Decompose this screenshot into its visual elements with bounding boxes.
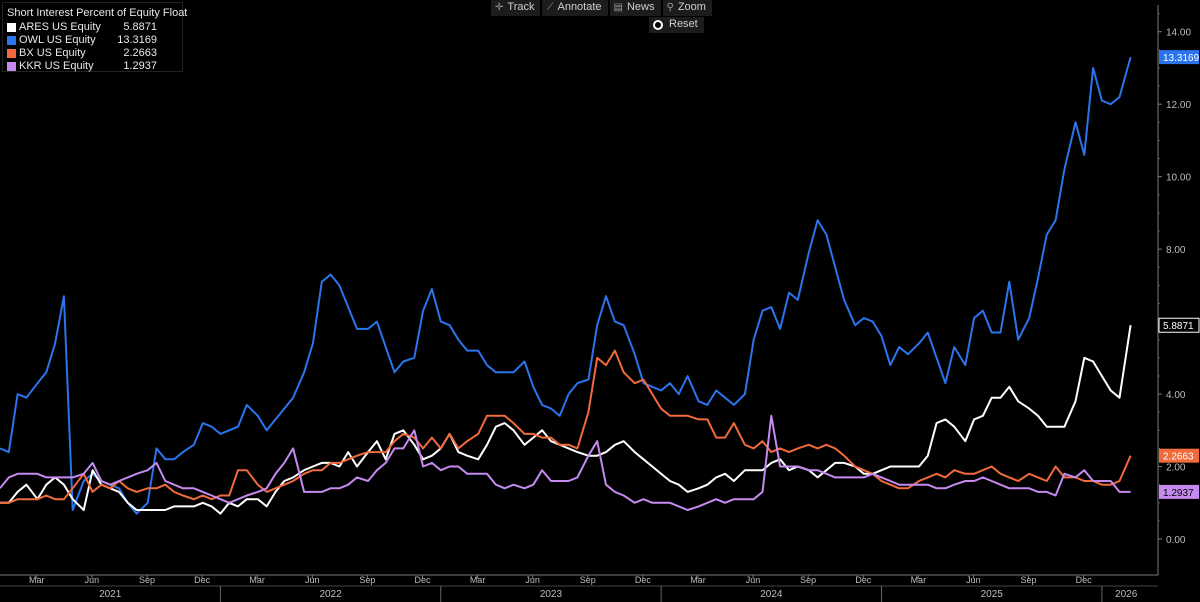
y-tick-label: 12.00	[1166, 100, 1191, 111]
y-tick-label: 0.00	[1166, 535, 1186, 546]
y-tick-label: 14.00	[1166, 28, 1191, 39]
last-value-box	[1159, 50, 1199, 65]
legend-item: BX US Equity 2.2663	[7, 47, 178, 60]
y-tick-label: 4.00	[1166, 390, 1186, 401]
series-line-owl	[0, 56, 1132, 515]
x-tick-label: Jun	[305, 575, 320, 585]
legend-value: 1.2937	[123, 60, 157, 72]
x-tick-label: Sep	[359, 575, 375, 585]
annotate-label: Annotate	[557, 1, 602, 13]
legend-value: 13.3169	[117, 34, 157, 46]
legend-swatch	[7, 49, 16, 58]
track-button[interactable]: ✛ Track	[491, 0, 541, 16]
x-tick-label: Mar	[249, 575, 265, 585]
last-value-label: 1.2937	[1163, 488, 1194, 499]
series-line-ares	[0, 325, 1132, 515]
year-label: 2021	[99, 589, 122, 600]
x-axis: Mar Jun Sep Dec Mar Jun Sep Dec Mar Jun Sep Dec Mar J…	[0, 574, 1158, 602]
x-tick-label: Dec	[414, 575, 431, 585]
zoom-label: Zoom	[677, 1, 706, 13]
x-tick-label: Sep	[1021, 575, 1037, 585]
legend-swatch	[7, 23, 16, 32]
series-line-bx	[0, 349, 1132, 504]
x-tick-label: Dec	[194, 575, 211, 585]
legend-value: 5.8871	[123, 21, 157, 33]
series-line-kkr	[0, 414, 1131, 511]
annotate-button[interactable]: ⟋ Annotate	[542, 0, 608, 16]
last-value-labels: 13.3169 5.8871 2.2663 1.2937	[1158, 50, 1200, 499]
legend: Short Interest Percent of Equity Float A…	[2, 2, 188, 73]
legend-item: ARES US Equity 5.8871	[7, 21, 178, 34]
x-tick-label: Jun	[85, 575, 100, 585]
legend-label: KKR US Equity	[19, 60, 94, 72]
legend-item: KKR US Equity 1.2937	[7, 60, 178, 73]
x-tick-label: Sep	[800, 575, 816, 585]
last-value-label: 2.2663	[1163, 452, 1194, 463]
y-tick-label: 2.00	[1166, 463, 1186, 474]
last-value-box	[1159, 484, 1199, 499]
zoom-button[interactable]: ⚲ Zoom	[662, 0, 712, 16]
magnifier-icon: ⚲	[666, 2, 674, 13]
track-label: Track	[507, 1, 535, 13]
last-value-box	[1159, 448, 1199, 463]
x-tick-label: Mar	[470, 575, 486, 585]
legend-label: ARES US Equity	[19, 21, 101, 33]
x-tick-label: Sep	[139, 575, 155, 585]
legend-label: BX US Equity	[19, 47, 86, 59]
year-label: 2023	[540, 589, 563, 600]
legend-label: OWL US Equity	[19, 34, 96, 46]
y-tick-label: 10.00	[1166, 173, 1191, 184]
last-value-box	[1158, 317, 1200, 333]
x-tick-label: Mar	[29, 575, 45, 585]
x-tick-label: Dec	[1076, 575, 1093, 585]
x-tick-label: Sep	[580, 575, 596, 585]
reset-button[interactable]: Reset	[649, 17, 704, 33]
x-tick-label: Jun	[966, 575, 981, 585]
legend-swatch	[7, 62, 16, 71]
chart-toolbar: ✛ Track ⟋ Annotate ▤ News ⚲ Zoom	[491, 0, 712, 16]
series-lines	[0, 56, 1132, 515]
news-button[interactable]: ▤ News	[609, 0, 661, 16]
x-tick-label: Mar	[911, 575, 927, 585]
reset-label: Reset	[669, 18, 698, 30]
x-tick-label: Jun	[746, 575, 761, 585]
year-label: 2025	[981, 589, 1004, 600]
legend-item: OWL US Equity 13.3169	[7, 34, 178, 47]
x-tick-label: Jun	[525, 575, 540, 585]
year-label: 2022	[319, 589, 342, 600]
year-label: 2026	[1115, 589, 1138, 600]
news-label: News	[626, 1, 655, 13]
last-value-label: 13.3169	[1163, 53, 1200, 64]
x-tick-label: Mar	[690, 575, 706, 585]
x-tick-label: Dec	[635, 575, 652, 585]
last-value-label: 5.8871	[1163, 321, 1194, 332]
news-icon: ▤	[613, 2, 623, 13]
crosshair-icon: ✛	[495, 2, 504, 13]
chart-title: Short Interest Percent of Equity Float	[7, 7, 188, 19]
pencil-icon: ⟋	[546, 2, 554, 13]
legend-swatch	[7, 36, 16, 45]
legend-value: 2.2663	[123, 47, 157, 59]
reset-icon	[653, 19, 663, 30]
y-tick-label: 8.00	[1166, 245, 1186, 256]
year-label: 2024	[760, 589, 783, 600]
x-tick-label: Dec	[855, 575, 872, 585]
